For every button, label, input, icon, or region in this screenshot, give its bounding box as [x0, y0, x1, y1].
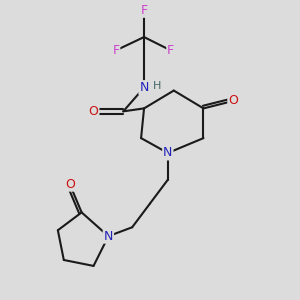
- Text: H: H: [153, 81, 162, 91]
- Text: O: O: [228, 94, 238, 107]
- Text: O: O: [88, 105, 98, 118]
- Text: F: F: [112, 44, 119, 57]
- Text: F: F: [167, 44, 174, 57]
- Text: O: O: [65, 178, 75, 191]
- Text: N: N: [140, 81, 149, 94]
- Text: N: N: [163, 146, 172, 160]
- Text: N: N: [104, 230, 113, 243]
- Text: F: F: [140, 4, 148, 17]
